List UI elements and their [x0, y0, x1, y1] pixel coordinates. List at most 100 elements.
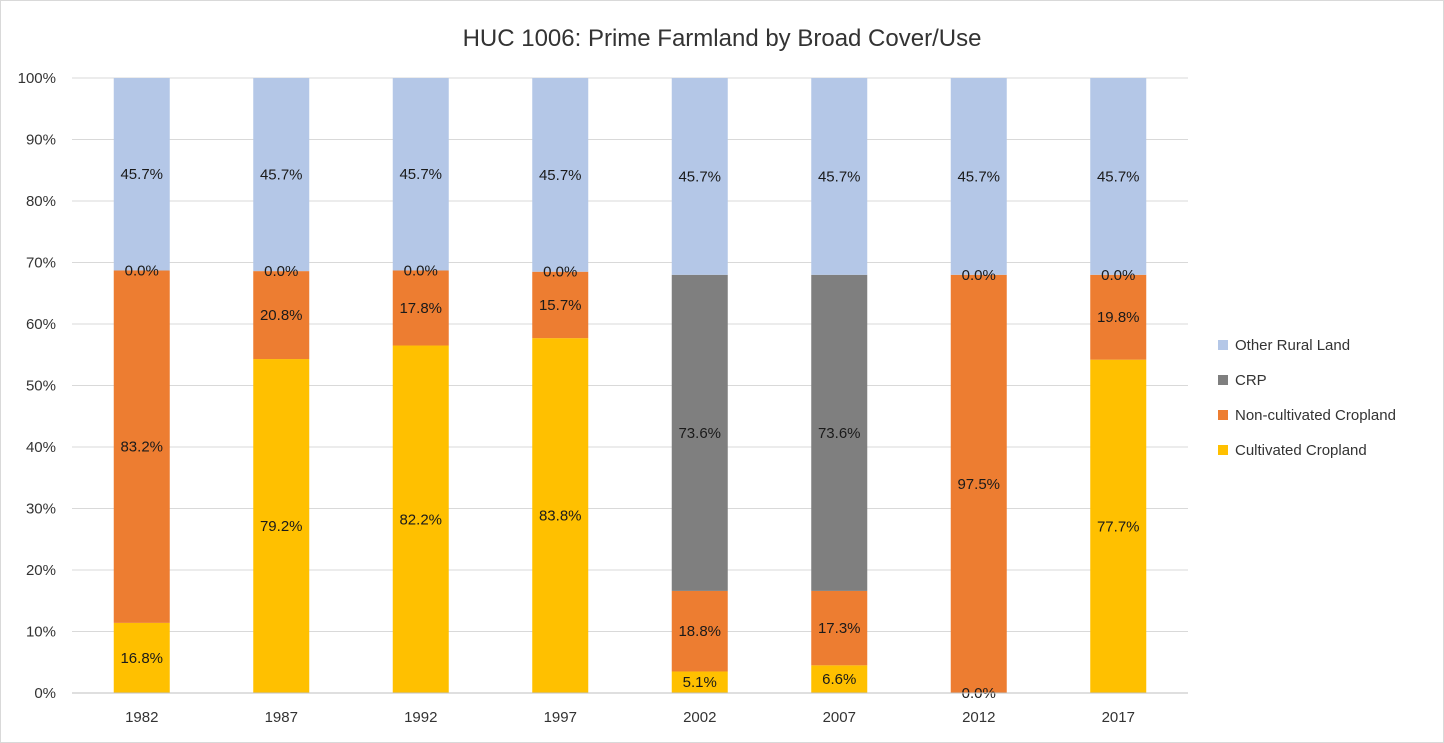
data-label: 0.0%	[962, 267, 996, 284]
bar-segment-cultivated-cropland	[392, 345, 449, 693]
bar-stack-1997: 83.8% 15.7% 0.0% 45.7%	[532, 78, 589, 693]
data-label: 45.7%	[957, 168, 1000, 185]
bar-segment-cultivated-cropland	[811, 665, 868, 693]
legend-swatch	[1218, 410, 1228, 420]
data-label: 45.7%	[818, 168, 861, 185]
bar-stacks: 16.8%83.2%0.0%45.7%79.2%20.8%0.0%45.7%82…	[113, 78, 1147, 702]
data-label: 82.2%	[399, 511, 442, 528]
bar-segment-other-rural-land	[253, 78, 310, 272]
bar-segment-cultivated-cropland	[671, 671, 728, 693]
data-label: 79.2%	[260, 518, 303, 535]
data-label: 77.7%	[1097, 518, 1140, 535]
data-label: 0.0%	[1101, 267, 1135, 284]
y-tick-label: 40%	[26, 439, 56, 456]
data-label: 45.7%	[539, 167, 582, 184]
data-label: 0.0%	[543, 264, 577, 281]
y-tick-label: 10%	[26, 624, 56, 641]
bar-stack-1982: 16.8% 83.2% 0.0% 45.7%	[113, 78, 170, 693]
bar-segment-other-rural-land	[392, 78, 449, 271]
y-tick-label: 80%	[26, 193, 56, 210]
legend: Other Rural Land CRP Non-cultivated Cropla…	[1218, 337, 1396, 459]
bar-segment-non-cultivated-cropland	[392, 270, 449, 346]
data-label: 73.6%	[818, 425, 861, 442]
bar-stack-2017: 77.7% 19.8% 0.0% 45.7%	[1090, 78, 1147, 693]
data-label: 83.2%	[120, 439, 163, 456]
bar-stack-2007: 6.6% 17.3% 73.6% 45.7%	[811, 78, 868, 693]
bar-segment-non-cultivated-cropland	[532, 271, 589, 339]
y-axis: 0% 10% 20% 30% 40% 50% 60% 70% 80% 90% 100%	[18, 70, 56, 702]
data-label: 97.5%	[957, 476, 1000, 493]
data-label: 19.8%	[1097, 309, 1140, 326]
y-tick-label: 70%	[26, 255, 56, 272]
gridlines	[72, 77, 1188, 694]
bar-stack-1992: 82.2% 17.8% 0.0% 45.7%	[392, 78, 449, 693]
x-tick-label: 2017	[1102, 709, 1135, 726]
data-label: 73.6%	[678, 425, 721, 442]
bar-segment-non-cultivated-cropland	[671, 590, 728, 672]
y-tick-label: 100%	[18, 70, 56, 87]
legend-swatch	[1218, 375, 1228, 385]
legend-label: CRP	[1235, 372, 1267, 389]
x-tick-label: 2012	[962, 709, 995, 726]
data-label: 17.8%	[399, 300, 442, 317]
y-tick-label: 50%	[26, 378, 56, 395]
x-tick-label: 2007	[823, 709, 856, 726]
bar-segment-non-cultivated-cropland	[253, 271, 310, 360]
data-label: 17.3%	[818, 620, 861, 637]
bar-segment-non-cultivated-cropland	[113, 270, 170, 623]
bar-segment-cultivated-cropland	[253, 359, 310, 693]
x-tick-label: 2002	[683, 709, 716, 726]
bar-segment-cultivated-cropland	[532, 338, 589, 693]
bar-segment-non-cultivated-cropland	[950, 274, 1007, 693]
bar-segment-cultivated-cropland	[113, 622, 170, 693]
bar-segment-cultivated-cropland	[1090, 359, 1147, 693]
data-label: 5.1%	[683, 674, 717, 691]
bar-stack-2012: 0.0%97.5%0.0%45.7%	[950, 78, 1007, 702]
legend-label: Other Rural Land	[1235, 337, 1350, 354]
x-axis: 1982 1987 1992 1997 2002 2007 2012 2017	[72, 692, 1188, 726]
bar-segment-crp	[811, 274, 868, 591]
data-label: 45.7%	[120, 166, 163, 183]
x-tick-label: 1987	[265, 709, 298, 726]
legend-item: CRP	[1218, 372, 1267, 389]
y-tick-label: 20%	[26, 562, 56, 579]
y-tick-label: 60%	[26, 316, 56, 333]
bar-stack-1987: 79.2% 20.8% 0.0% 45.7%	[253, 78, 310, 693]
legend-label: Non-cultivated Cropland	[1235, 407, 1396, 424]
data-label: 0.0%	[264, 263, 298, 280]
data-label: 15.7%	[539, 297, 582, 314]
bar-segment-crp	[671, 274, 728, 591]
data-label: 0.0%	[125, 262, 159, 279]
y-tick-label: 30%	[26, 501, 56, 518]
legend-swatch	[1218, 445, 1228, 455]
data-label: 20.8%	[260, 307, 303, 324]
data-label: 45.7%	[1097, 168, 1140, 185]
data-label: 18.8%	[678, 623, 721, 640]
bar-segment-non-cultivated-cropland	[1090, 274, 1147, 360]
bar-segment-other-rural-land	[532, 78, 589, 272]
chart-title: HUC 1006: Prime Farmland by Broad Cover/…	[463, 25, 982, 52]
bar-segment-other-rural-land	[113, 78, 170, 271]
data-label: 45.7%	[260, 167, 303, 184]
bar-segment-other-rural-land	[1090, 78, 1147, 275]
data-label: 16.8%	[120, 650, 163, 667]
data-label: 83.8%	[539, 508, 582, 525]
legend-item: Other Rural Land	[1218, 337, 1350, 354]
legend-item: Cultivated Cropland	[1218, 442, 1367, 459]
bar-segment-other-rural-land	[811, 78, 868, 275]
legend-swatch	[1218, 340, 1228, 350]
x-tick-label: 1992	[404, 709, 437, 726]
x-tick-label: 1982	[125, 709, 158, 726]
data-label: 45.7%	[678, 168, 721, 185]
data-label: 0.0%	[404, 262, 438, 279]
bar-segment-other-rural-land	[671, 78, 728, 275]
x-tick-label: 1997	[544, 709, 577, 726]
legend-item: Non-cultivated Cropland	[1218, 407, 1396, 424]
bar-segment-non-cultivated-cropland	[811, 590, 868, 666]
y-tick-label: 0%	[34, 685, 56, 702]
bar-stack-2002: 5.1% 18.8% 73.6% 45.7%	[671, 78, 728, 693]
y-tick-label: 90%	[26, 132, 56, 149]
data-label: 45.7%	[399, 166, 442, 183]
bar-segment-other-rural-land	[950, 78, 1007, 275]
